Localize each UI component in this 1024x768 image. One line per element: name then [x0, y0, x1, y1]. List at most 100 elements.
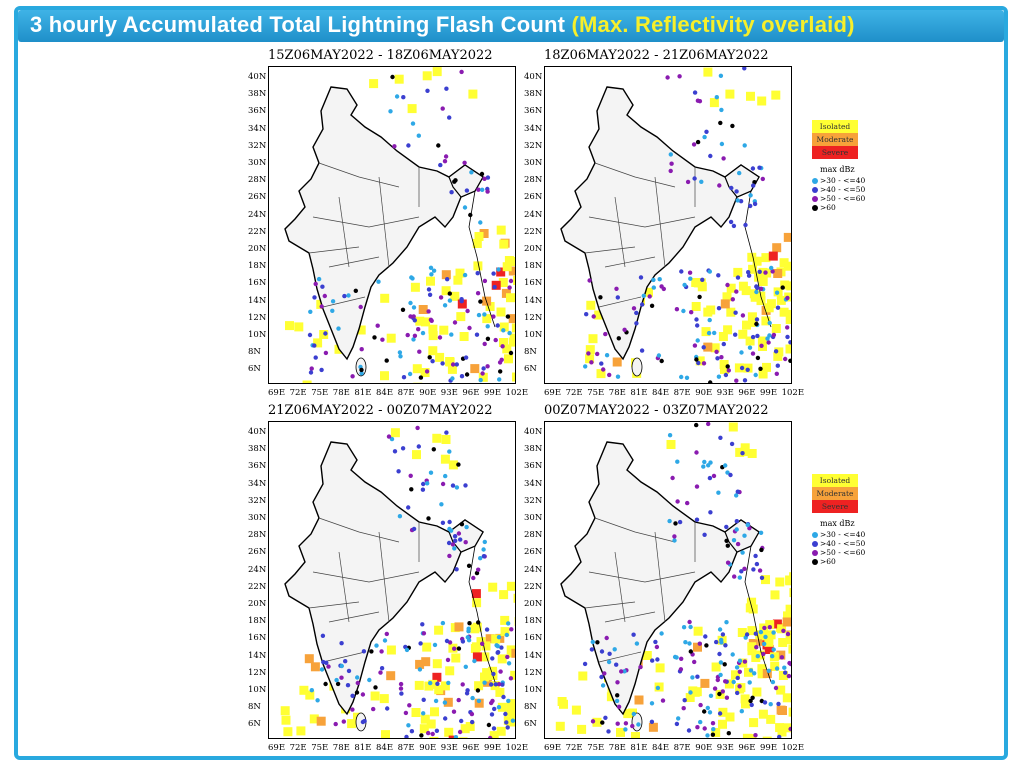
state-boundary — [322, 651, 366, 663]
lightning-dot — [470, 719, 475, 725]
lightning-dot — [685, 500, 690, 506]
state-boundary — [614, 551, 626, 623]
lightning-dot — [428, 265, 434, 270]
lightning-dot — [739, 365, 745, 371]
radar-cell — [426, 276, 435, 286]
lightning-dot — [505, 725, 510, 730]
radar-cell — [448, 460, 458, 470]
radar-cell — [296, 726, 306, 736]
lightning-dot — [446, 680, 451, 686]
lightning-dot — [701, 345, 706, 350]
radar-cell — [577, 724, 587, 734]
lightning-dot — [454, 567, 459, 572]
lightning-dot — [359, 367, 364, 373]
lightning-dot — [734, 527, 739, 532]
radar-cell — [710, 343, 720, 353]
radar-cell — [750, 292, 760, 302]
lightning-dot — [474, 570, 480, 576]
radar-cell — [470, 364, 480, 374]
lat-tick-label: 10N — [248, 330, 267, 340]
dot-icon — [812, 532, 818, 538]
lightning-dot — [702, 709, 707, 714]
lightning-dot — [694, 357, 699, 362]
radar-cell — [472, 652, 482, 662]
lightning-dot — [309, 688, 314, 693]
lightning-dot — [418, 375, 424, 380]
lightning-dot — [350, 707, 355, 712]
lat-tick-label: 24N — [248, 564, 267, 575]
lightning-dot — [636, 722, 641, 727]
state-boundary — [338, 551, 350, 623]
lightning-dot — [634, 321, 639, 326]
lightning-dot — [462, 272, 468, 278]
radar-cell — [471, 589, 481, 599]
radar-cell — [785, 575, 791, 585]
lightning-dot — [316, 276, 322, 282]
lightning-dot — [445, 657, 451, 663]
radar-cell — [470, 644, 480, 653]
legend-dbz-row: >50 - <=60 — [812, 194, 872, 203]
lightning-dot — [717, 691, 722, 697]
radar-cell — [752, 687, 762, 697]
radar-cell — [456, 312, 466, 322]
lightning-dot — [323, 331, 328, 336]
radar-cell — [447, 364, 457, 374]
lightning-dot — [419, 733, 424, 738]
lightning-dot — [607, 651, 612, 656]
lightning-dot — [425, 88, 430, 93]
lightning-dot — [732, 574, 737, 579]
lon-tick-label: 78E — [608, 388, 626, 398]
lightning-dot — [751, 183, 756, 188]
lightning-dot — [388, 109, 393, 114]
lightning-dot — [475, 688, 481, 693]
lightning-dot — [692, 343, 698, 348]
lightning-dot — [323, 350, 329, 356]
radar-cell — [454, 622, 464, 632]
lightning-dot — [456, 462, 461, 467]
state-boundary — [378, 531, 390, 623]
lightning-dot — [418, 641, 423, 646]
lightning-dot — [355, 675, 360, 680]
radar-cell — [412, 364, 422, 374]
radar-cell — [410, 282, 420, 292]
radar-cell — [623, 709, 633, 719]
lightning-dot — [753, 372, 758, 378]
lightning-dot — [758, 530, 764, 535]
lightning-dot — [712, 686, 718, 691]
lightning-dot — [780, 285, 785, 290]
radar-cell — [450, 291, 460, 301]
radar-cell — [779, 258, 789, 268]
lightning-dot — [631, 632, 636, 637]
map-canvas — [555, 422, 791, 738]
radar-cell — [761, 575, 770, 585]
lightning-dot — [409, 729, 415, 734]
lightning-dot — [688, 624, 693, 630]
lat-tick-label: 26N — [248, 192, 267, 203]
radar-cell — [723, 325, 733, 335]
lightning-dot — [450, 376, 455, 381]
radar-cell — [434, 685, 444, 695]
radar-cell — [757, 664, 767, 674]
lat-tick-label: 14N — [248, 295, 267, 306]
lightning-dot — [614, 662, 619, 667]
lightning-dot — [762, 700, 768, 705]
lat-tick-label: 34N — [524, 478, 543, 489]
radar-cell — [749, 718, 759, 728]
lightning-dot — [448, 528, 454, 533]
lon-tick-label: 75E — [311, 388, 329, 398]
lightning-dot — [641, 293, 646, 298]
lightning-dot — [746, 273, 752, 278]
lightning-dot — [656, 353, 662, 358]
radar-cell — [703, 342, 713, 352]
lightning-dot — [424, 369, 430, 374]
lightning-dot — [639, 348, 645, 353]
radar-cell — [666, 440, 676, 449]
lat-tick-label: 22N — [524, 226, 543, 237]
radar-cell — [737, 628, 747, 637]
lightning-dot — [630, 723, 635, 729]
lightning-dot — [755, 355, 761, 361]
lightning-dot — [600, 720, 605, 725]
lightning-dot — [631, 711, 636, 717]
lightning-dot — [774, 666, 780, 671]
radar-cell — [745, 603, 755, 613]
